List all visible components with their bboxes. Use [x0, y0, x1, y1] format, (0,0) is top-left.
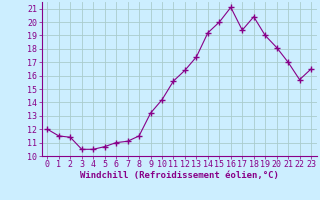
X-axis label: Windchill (Refroidissement éolien,°C): Windchill (Refroidissement éolien,°C) — [80, 171, 279, 180]
